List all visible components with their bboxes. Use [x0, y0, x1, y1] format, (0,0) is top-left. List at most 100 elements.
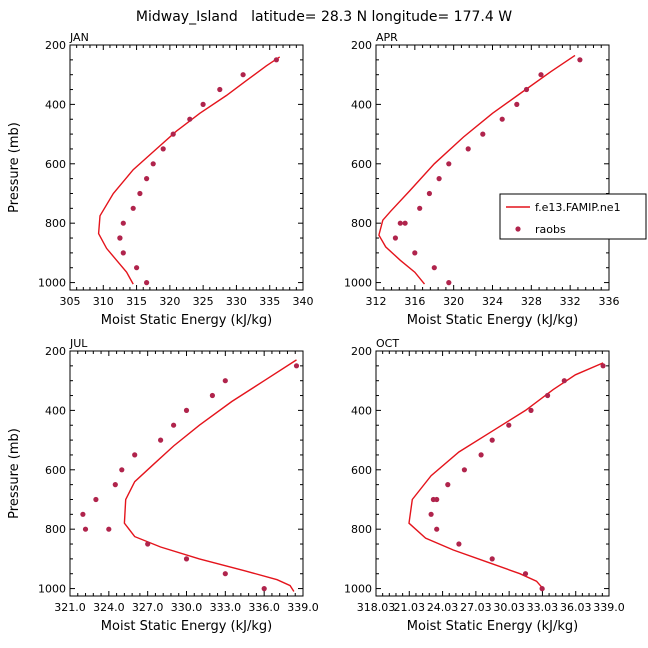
y-tick-label: 600: [45, 464, 66, 477]
x-tick-label: 30.03: [493, 601, 525, 614]
raobs-point: [82, 526, 89, 532]
y-tick-label: 800: [351, 217, 372, 230]
raobs-point: [117, 235, 123, 241]
raobs-point: [222, 378, 228, 384]
x-axis-label: Moist Static Energy (kJ/kg): [101, 619, 272, 634]
raobs-point: [93, 496, 99, 503]
y-tick-label: 400: [45, 98, 66, 111]
raobs-point: [499, 116, 505, 122]
raobs-point: [489, 556, 495, 562]
y-tick-label: 800: [45, 523, 66, 536]
raobs-point: [240, 72, 246, 78]
legend: f.e13.FAMIP.ne1 raobs: [499, 193, 647, 240]
legend-marker-swatch: [515, 226, 521, 232]
x-axis-label: Moist Static Energy (kJ/kg): [101, 313, 272, 328]
x-tick-label: 320: [159, 295, 180, 308]
y-tick-label: 400: [351, 98, 372, 111]
raobs-point: [293, 363, 300, 369]
panel-jan: JAN 305 310 315 320 325 330 335 340 200 400 600 800 1…: [7, 31, 314, 328]
y-tick-label: 400: [45, 404, 66, 417]
raobs-point: [209, 392, 215, 399]
raobs-point: [144, 176, 150, 182]
y-tick-label: 400: [351, 404, 372, 417]
y-tick-label: 600: [45, 158, 66, 171]
raobs-point: [273, 57, 279, 63]
x-tick-label: 335: [259, 295, 280, 308]
raobs-point: [217, 86, 223, 93]
raobs-point: [145, 541, 151, 547]
raobs-point: [144, 280, 150, 286]
raobs-point: [480, 131, 486, 137]
y-tick-label: 200: [45, 39, 66, 52]
panel-label: JUL: [69, 337, 88, 350]
y-tick-label: 600: [351, 158, 372, 171]
raobs-point: [200, 101, 206, 107]
plot-frame: [69, 44, 304, 291]
panels-group: JAN 305 310 315 320 325 330 335 340 200 400 600 800 1…: [7, 31, 625, 634]
model-profile-line: [378, 54, 576, 285]
panel-label: JAN: [69, 31, 89, 44]
raobs-point: [106, 526, 112, 532]
raobs-point: [397, 220, 403, 226]
x-tick-label: 27.03: [460, 601, 492, 614]
raobs-point: [538, 72, 544, 78]
raobs-point: [523, 86, 530, 93]
x-tick-label: 312: [366, 295, 387, 308]
plot-frame: [375, 350, 610, 597]
legend-entry-raobs: raobs: [535, 223, 566, 236]
raobs-point: [261, 586, 267, 592]
x-tick-label: 330: [226, 295, 247, 308]
y-tick-label: 200: [351, 345, 372, 358]
raobs-point: [222, 571, 228, 577]
raobs-point: [431, 265, 437, 271]
panel-apr: APR 312 316 320 324 328 332 336 200 400 600 800 1000…: [344, 31, 620, 328]
x-tick-label: 36.03: [560, 601, 592, 614]
raobs-point: [150, 161, 156, 167]
x-tick-label: 339.0: [287, 601, 319, 614]
x-axis-label: Moist Static Energy (kJ/kg): [407, 619, 578, 634]
raobs-point: [171, 422, 177, 428]
raobs-point: [183, 407, 190, 413]
x-tick-label: 24.03: [427, 601, 459, 614]
x-tick-label: 324.0: [93, 601, 125, 614]
legend-box: [499, 193, 647, 240]
panel-label: APR: [376, 31, 398, 44]
model-profile-line: [123, 359, 297, 592]
raobs-point: [514, 101, 520, 107]
raobs-point: [577, 57, 583, 63]
panel-jul: JUL 321.0 324.0 327.0 330.0 333.0 336.0 339.0 20…: [7, 337, 319, 634]
x-tick-label: 21.03: [394, 601, 426, 614]
model-profile-line: [408, 362, 604, 591]
raobs-point: [80, 511, 86, 517]
raobs-point: [489, 437, 495, 443]
raobs-point: [426, 190, 432, 197]
x-tick-label: 332: [560, 295, 581, 308]
raobs-point: [158, 437, 164, 443]
x-tick-label: 310: [93, 295, 114, 308]
x-tick-label: 340: [293, 295, 314, 308]
x-tick-label: 324: [482, 295, 503, 308]
figure-title: Midway_Island latitude= 28.3 N longitude…: [136, 9, 512, 25]
y-tick-label: 1000: [38, 583, 66, 596]
raobs-point: [160, 146, 166, 152]
raobs-point: [137, 190, 143, 197]
x-tick-label: 318.03: [357, 601, 396, 614]
x-tick-label: 339.0: [593, 601, 625, 614]
raobs-point: [522, 571, 529, 577]
raobs-point: [446, 280, 452, 286]
x-tick-label: 33.03: [527, 601, 559, 614]
x-tick-label: 321.0: [54, 601, 86, 614]
y-tick-label: 200: [45, 345, 66, 358]
raobs-point: [120, 250, 126, 256]
raobs-point: [430, 496, 436, 503]
raobs-point: [461, 467, 467, 473]
raobs-point: [539, 586, 545, 592]
x-tick-label: 336: [599, 295, 620, 308]
model-profile-line: [97, 56, 281, 285]
x-tick-label: 327.0: [132, 601, 164, 614]
raobs-point: [528, 407, 534, 413]
y-tick-label: 200: [351, 39, 372, 52]
raobs-point: [545, 392, 551, 399]
